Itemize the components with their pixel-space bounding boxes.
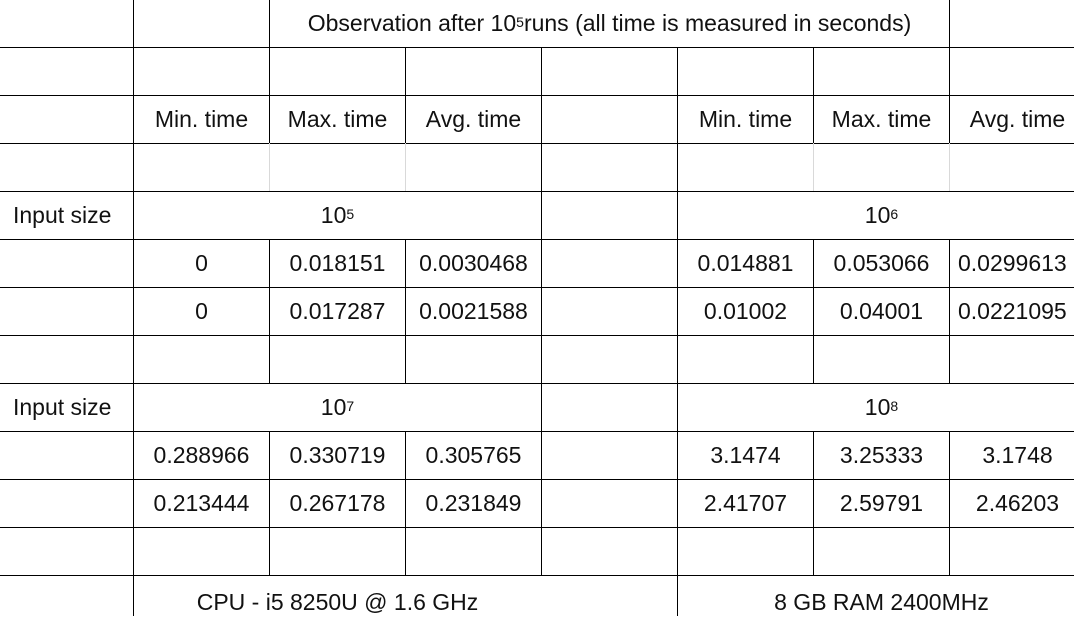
column-divider bbox=[949, 0, 950, 47]
table-cell: 0.305765 bbox=[425, 442, 522, 468]
table-cell: 2.59791 bbox=[839, 490, 924, 516]
header-max-time: Max. time bbox=[287, 106, 388, 132]
column-divider bbox=[949, 47, 950, 143]
table-cell: 0.267178 bbox=[289, 490, 386, 516]
size-base: 10 bbox=[320, 202, 347, 228]
table-cell: 0.018151 bbox=[289, 250, 386, 276]
table-cell: 0.014881 bbox=[697, 250, 794, 276]
table-cell: 0 bbox=[195, 250, 208, 276]
input-size-value: 10 5 bbox=[320, 202, 355, 228]
column-divider bbox=[949, 239, 950, 383]
row-divider bbox=[0, 95, 1074, 96]
column-divider bbox=[269, 239, 270, 383]
column-divider bbox=[813, 47, 814, 143]
table-cell: 0.0299613 bbox=[958, 250, 1067, 276]
column-divider bbox=[677, 47, 678, 616]
input-size-value: 10 8 bbox=[864, 394, 899, 420]
table-cell: 0.053066 bbox=[833, 250, 930, 276]
table-cell: 0.0221095 bbox=[958, 298, 1067, 324]
table-cell: 0.288966 bbox=[153, 442, 250, 468]
size-base: 10 bbox=[864, 202, 891, 228]
column-divider bbox=[813, 239, 814, 383]
faint-gridline bbox=[949, 143, 950, 191]
column-divider bbox=[405, 239, 406, 383]
table-cell: 0.231849 bbox=[425, 490, 522, 516]
header-min-time: Min. time bbox=[154, 106, 249, 132]
table-cell: 0.0021588 bbox=[419, 298, 528, 324]
input-size-value: 10 6 bbox=[864, 202, 899, 228]
column-divider bbox=[405, 47, 406, 143]
size-base: 10 bbox=[320, 394, 347, 420]
row-divider bbox=[0, 479, 1074, 480]
table-cell: 2.41707 bbox=[703, 490, 788, 516]
table-cell: 3.1474 bbox=[710, 442, 781, 468]
title-prefix: Observation after 10 bbox=[307, 10, 517, 36]
header-avg-time: Avg. time bbox=[425, 106, 522, 132]
column-divider bbox=[269, 431, 270, 575]
row-divider bbox=[0, 47, 1074, 48]
table-cell: 0.017287 bbox=[289, 298, 386, 324]
table-cell: 0.01002 bbox=[703, 298, 788, 324]
table-cell: 3.25333 bbox=[839, 442, 924, 468]
column-divider bbox=[405, 431, 406, 575]
row-divider bbox=[0, 383, 1074, 384]
column-divider bbox=[949, 431, 950, 575]
column-divider bbox=[269, 0, 270, 191]
footer-ram: 8 GB RAM 2400MHz bbox=[774, 588, 989, 615]
footer-cpu: CPU - i5 8250U @ 1.6 GHz bbox=[196, 588, 479, 615]
size-base: 10 bbox=[864, 394, 891, 420]
input-size-value: 10 7 bbox=[320, 394, 355, 420]
row-divider bbox=[0, 575, 1074, 576]
row-divider bbox=[0, 239, 1074, 240]
header-avg-time: Avg. time bbox=[969, 106, 1066, 132]
header-min-time: Min. time bbox=[698, 106, 793, 132]
row-divider bbox=[0, 335, 1074, 336]
faint-gridline bbox=[269, 143, 270, 191]
input-size-label: Input size bbox=[13, 394, 112, 420]
row-divider bbox=[0, 191, 1074, 192]
column-divider bbox=[813, 431, 814, 575]
table-title: Observation after 10 5 runs (all time is … bbox=[307, 10, 912, 36]
table-cell: 2.46203 bbox=[975, 490, 1060, 516]
table-cell: 0.330719 bbox=[289, 442, 386, 468]
table-cell: 3.1748 bbox=[982, 442, 1053, 468]
title-suffix: runs (all time is measured in seconds) bbox=[523, 10, 912, 36]
row-divider bbox=[0, 143, 1074, 144]
faint-gridline bbox=[405, 143, 406, 191]
table-cell: 0.213444 bbox=[153, 490, 250, 516]
row-divider bbox=[0, 527, 1074, 528]
row-divider bbox=[0, 287, 1074, 288]
column-divider bbox=[541, 47, 542, 576]
column-divider bbox=[133, 0, 134, 616]
table-cell: 0 bbox=[195, 298, 208, 324]
table-cell: 0.0030468 bbox=[419, 250, 528, 276]
input-size-label: Input size bbox=[13, 202, 112, 228]
table-cell: 0.04001 bbox=[839, 298, 924, 324]
row-divider bbox=[0, 431, 1074, 432]
faint-gridline bbox=[813, 143, 814, 191]
header-max-time: Max. time bbox=[831, 106, 932, 132]
